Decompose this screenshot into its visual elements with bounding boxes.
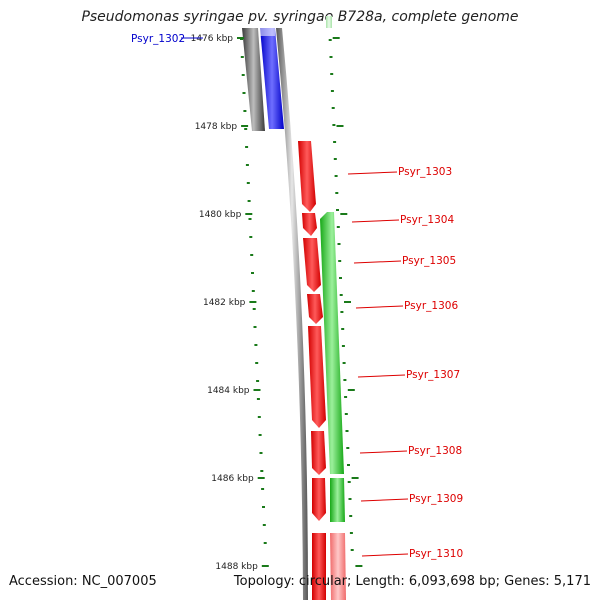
gene-label-psyr-1307[interactable]: Psyr_1307 (406, 369, 460, 381)
gene-psyr-1310[interactable] (312, 533, 326, 600)
ruler-tick-label: 1476 kbp (191, 34, 234, 44)
gene-label-psyr-1306[interactable]: Psyr_1306 (404, 300, 458, 312)
ruler-tick-label: 1482 kbp (203, 298, 246, 308)
gene-label-psyr-1309[interactable]: Psyr_1309 (409, 493, 463, 505)
gene-label-psyr-1302[interactable]: Psyr_1302 (131, 33, 185, 45)
minus-gene-pale[interactable] (326, 16, 332, 28)
ruler-tick (245, 213, 253, 215)
ruler: 1476 kbp 1478 kbp 1480 kbp 1482 kbp 1484 kbp… (191, 34, 363, 572)
inner-dotted-track (328, 22, 354, 551)
minus-gene-c[interactable] (330, 533, 346, 600)
ruler-tick-label: 1478 kbp (195, 122, 238, 132)
gene-label-psyr-1303[interactable]: Psyr_1303 (398, 166, 452, 178)
gene-label-psyr-1308[interactable]: Psyr_1308 (408, 445, 462, 457)
ruler-tick (237, 37, 244, 39)
gene-psyr-1305[interactable] (303, 238, 321, 292)
gene-labels: Psyr_1302 Psyr_1303 Psyr_1304 Psyr_1305 Psyr… (131, 33, 463, 560)
ruler-tick (261, 565, 269, 567)
gene-psyr-1307[interactable] (308, 326, 326, 428)
ruler-tick (241, 125, 249, 127)
minus-gene-b[interactable] (330, 478, 345, 522)
gene-psyr-1309[interactable] (312, 478, 326, 521)
accession-text: Accession: NC_007005 (9, 574, 157, 589)
ruler-tick-label: 1486 kbp (211, 474, 254, 484)
gene-psyr-1303[interactable] (298, 141, 316, 212)
neighbor-gene-gray[interactable] (242, 28, 265, 131)
ruler-tick (257, 477, 265, 479)
gene-psyr-1308[interactable] (311, 431, 326, 475)
outer-dotted-track (240, 38, 267, 544)
gene-psyr-1304[interactable] (302, 213, 317, 236)
topology-text: Topology: circular; Length: 6,093,698 bp… (233, 574, 591, 589)
backbone-ring (276, 28, 308, 600)
gene-psyr-1302[interactable] (260, 28, 284, 129)
gene-label-psyr-1304[interactable]: Psyr_1304 (400, 214, 454, 226)
ruler-tick-label: 1484 kbp (207, 386, 250, 396)
genome-title: Pseudomonas syringae pv. syringae B728a,… (81, 9, 519, 25)
ruler-tick-label: 1488 kbp (215, 562, 258, 572)
ruler-tick (249, 301, 257, 303)
gene-psyr-1306[interactable] (307, 294, 323, 324)
plus-strand-genes (298, 141, 326, 600)
gene-label-psyr-1310[interactable]: Psyr_1310 (409, 548, 463, 560)
ruler-tick (253, 389, 261, 391)
ruler-tick-label: 1480 kbp (199, 210, 242, 220)
minus-gene-a[interactable] (320, 212, 344, 474)
gene-label-psyr-1305[interactable]: Psyr_1305 (402, 255, 456, 267)
minus-strand-genes (320, 16, 346, 600)
